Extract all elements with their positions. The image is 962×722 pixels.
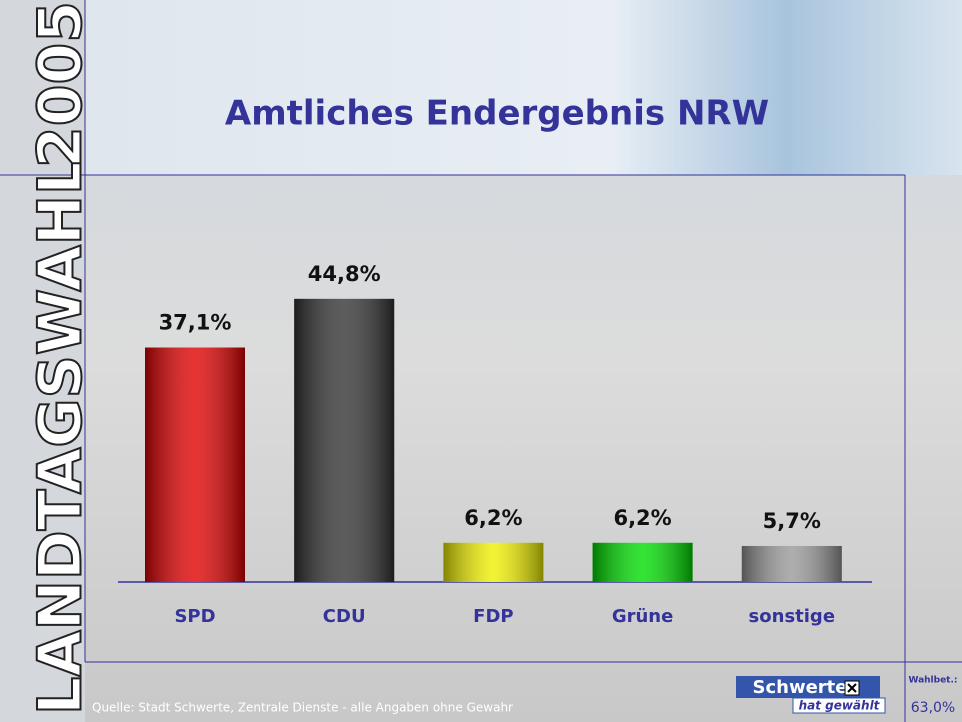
ballot-cross [847,683,857,693]
category-label: FDP [473,606,513,627]
header-band [85,0,962,175]
sidebar-year: 2005 [26,1,96,168]
value-label: 6,2% [613,506,671,530]
logo-tagline: hat gewählt [799,699,881,713]
bar-shade [294,298,395,582]
category-label: sonstige [749,606,835,627]
category-label: SPD [174,606,215,627]
value-label: 5,7% [763,509,821,533]
bar-shade [145,347,245,582]
logo-box [736,676,880,698]
value-label: 6,2% [464,506,522,530]
source-note: Quelle: Stadt Schwerte, Zentrale Dienste… [92,701,513,715]
chart-title: Amtliches Endergebnis NRW [225,94,769,134]
sidebar-title: LANDTAGSWAHL [26,157,96,715]
turnout: 63,0% [911,700,955,716]
bar-shade [443,542,544,582]
bar-shade [592,542,693,582]
category-label: CDU [323,606,366,627]
tagline-box [792,697,886,714]
value-label: 44,8% [308,262,381,286]
turnout-label: Wahlbet.: [908,676,957,686]
sidebar-band [0,0,85,722]
logo: Schwerte [753,677,848,698]
category-label: Grüne [612,606,674,627]
value-label: 37,1% [159,311,232,335]
bar-shade [741,545,842,582]
